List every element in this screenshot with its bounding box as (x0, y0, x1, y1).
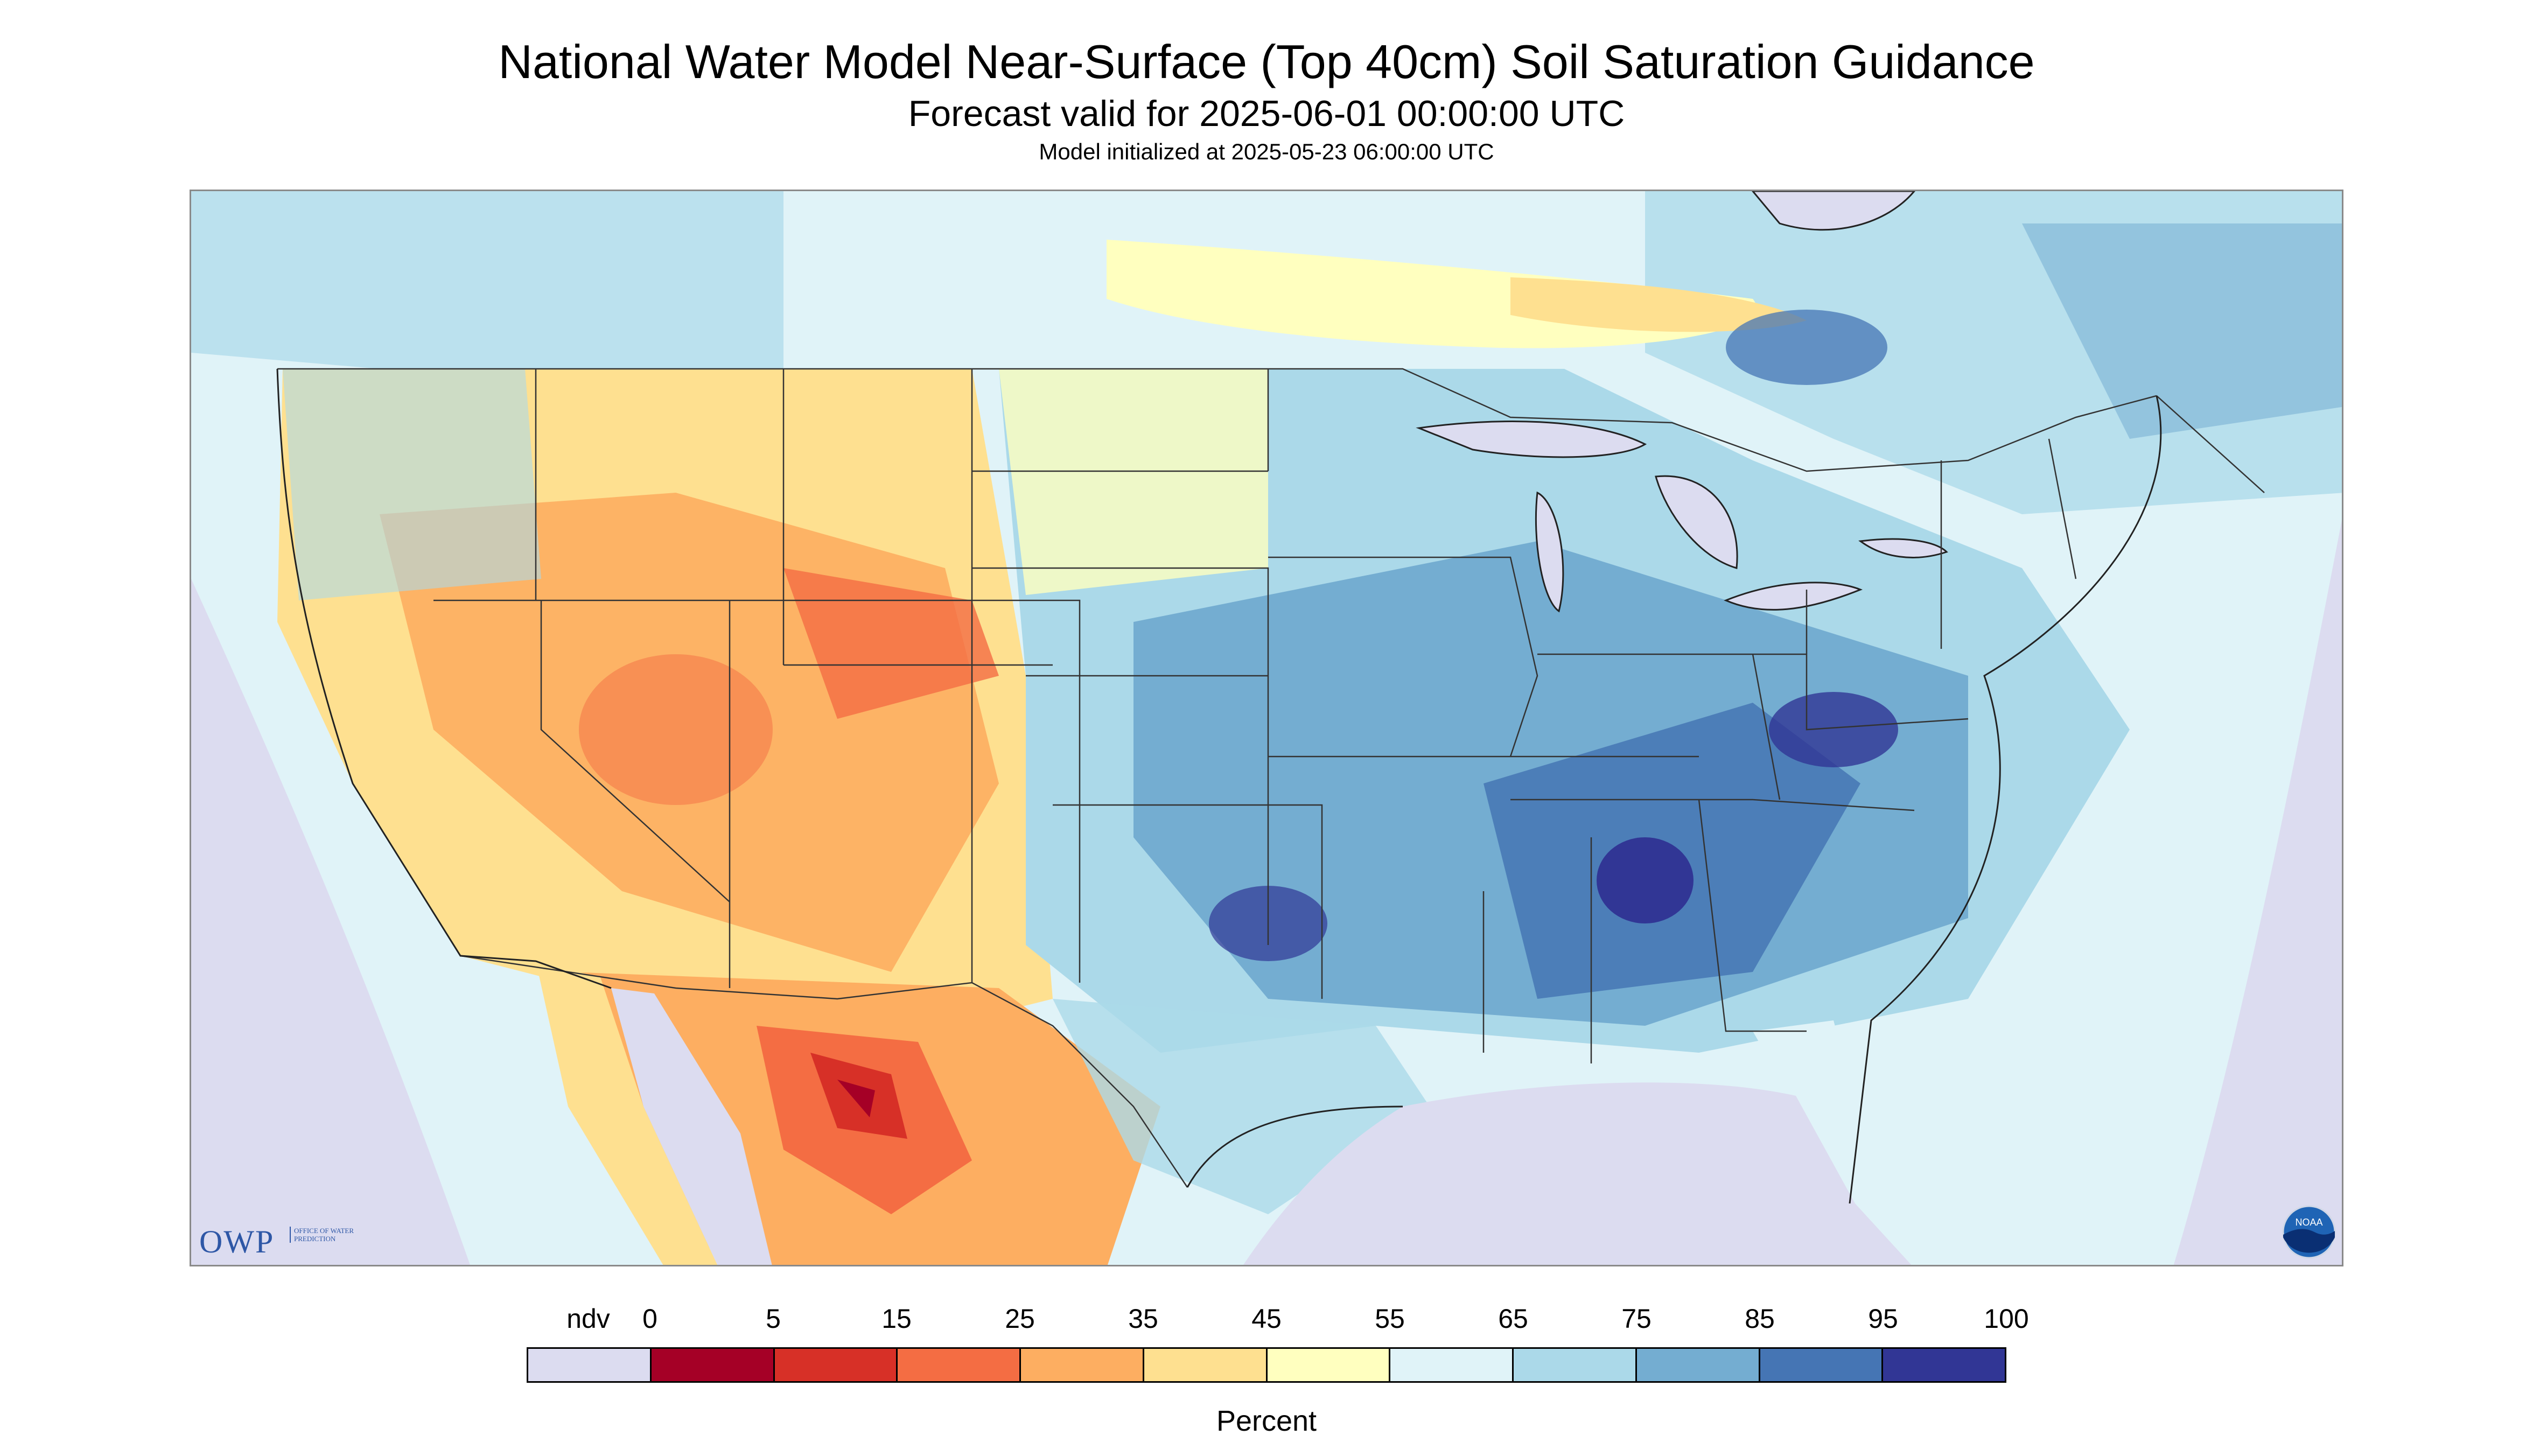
noaa-logo: NOAA (2282, 1205, 2336, 1262)
legend-swatch (1390, 1349, 1514, 1381)
model-init-text: Model initialized at 2025-05-23 06:00:00… (1039, 139, 1494, 164)
legend-swatch (1760, 1349, 1884, 1381)
forecast-valid-subtitle: Forecast valid for 2025-06-01 00:00:00 U… (908, 93, 1625, 134)
map-title: National Water Model Near-Surface (Top 4… (498, 35, 2035, 88)
legend-swatch (1514, 1349, 1637, 1381)
legend-swatch (651, 1349, 775, 1381)
legend-tick-label: 5 (766, 1304, 781, 1334)
legend-swatch (528, 1349, 652, 1381)
legend-tick-label: 55 (1375, 1304, 1405, 1334)
political-boundaries (277, 368, 2265, 1188)
owp-logo: OWP OFFICE OF WATER PREDICTION (199, 1223, 354, 1261)
legend-tick-label: 95 (1868, 1304, 1898, 1334)
soil-saturation-map (191, 191, 2342, 1265)
legend-tick-label: 45 (1251, 1304, 1282, 1334)
legend-color-bar (527, 1347, 2006, 1383)
legend-swatch (1883, 1349, 2005, 1381)
legend-swatch (1636, 1349, 1760, 1381)
legend-tick-label: 65 (1498, 1304, 1528, 1334)
legend-swatch (898, 1349, 1021, 1381)
legend-swatch (1021, 1349, 1144, 1381)
map-panel (190, 190, 2343, 1266)
legend-tick-label: 0 (642, 1304, 657, 1334)
legend-swatch (1144, 1349, 1268, 1381)
coastline (276, 368, 2162, 1204)
legend-tick-label: 100 (1984, 1304, 2029, 1334)
legend-tick-label: 25 (1005, 1304, 1035, 1334)
legend-swatch (774, 1349, 898, 1381)
legend-tick-label: 75 (1621, 1304, 1652, 1334)
legend-tick-label: 85 (1745, 1304, 1775, 1334)
legend-tick-label: 35 (1128, 1304, 1158, 1334)
legend-swatch (1267, 1349, 1391, 1381)
legend-tick-label: ndv (566, 1304, 610, 1334)
svg-text:NOAA: NOAA (2295, 1217, 2322, 1228)
legend-tick-label: 15 (881, 1304, 912, 1334)
legend-title: Percent (1216, 1405, 1317, 1437)
